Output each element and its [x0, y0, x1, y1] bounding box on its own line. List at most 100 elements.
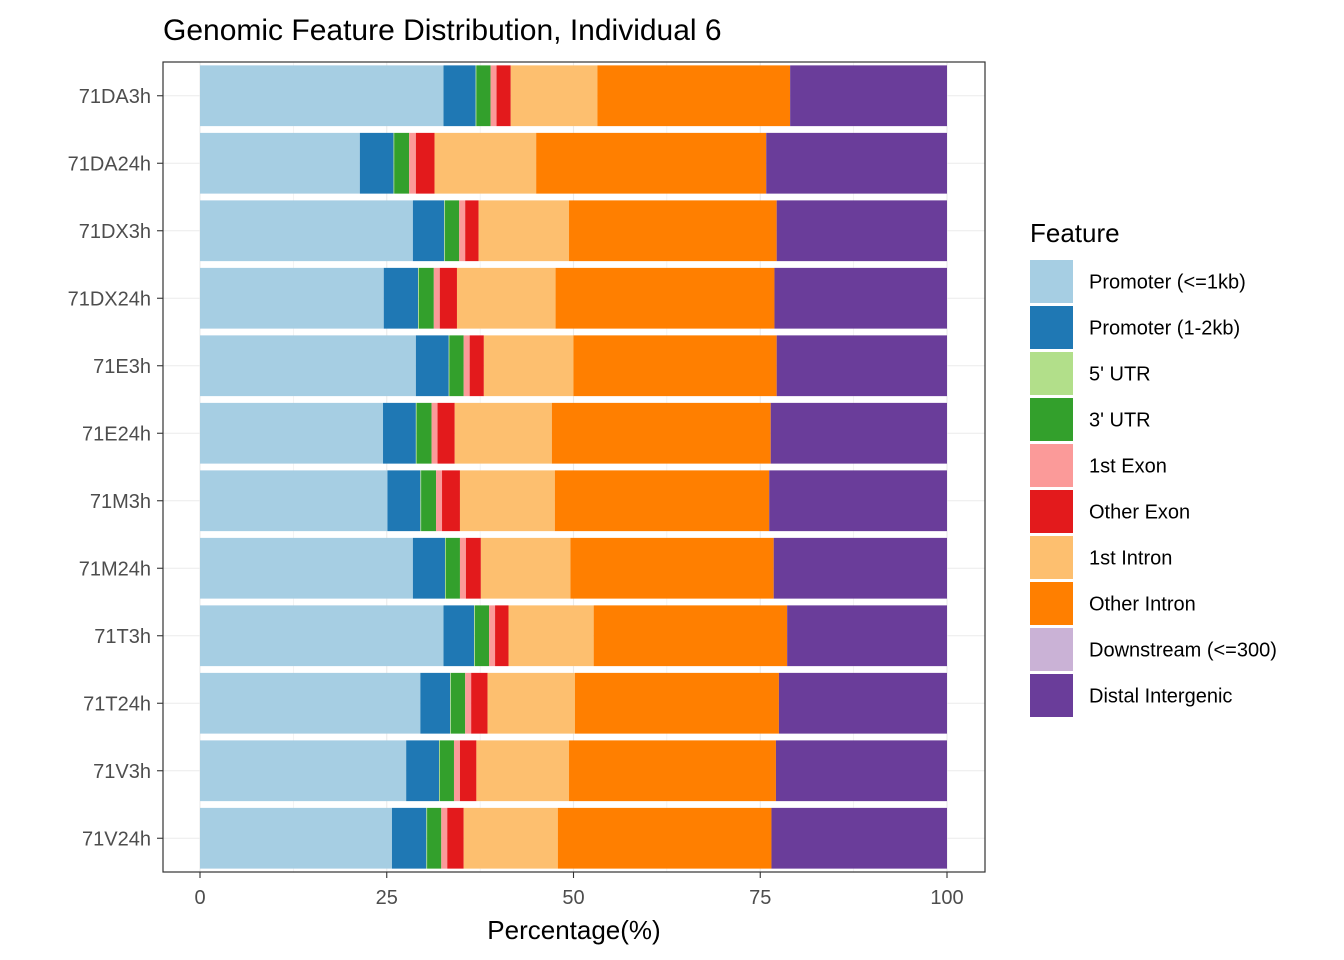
- legend-label: Distal Intergenic: [1089, 686, 1232, 708]
- legend-key: [1030, 628, 1073, 671]
- bar-segment: [778, 672, 947, 734]
- bar-segment: [416, 402, 432, 464]
- bar-segment: [776, 200, 947, 262]
- bar-segment: [459, 537, 466, 599]
- bar-segment: [573, 335, 777, 397]
- y-tick-label: 71E3h: [93, 356, 151, 378]
- y-tick-label: 71V24h: [82, 828, 151, 850]
- bar-segment: [453, 740, 460, 802]
- legend-label: 5' UTR: [1089, 364, 1151, 386]
- bar-segment: [459, 740, 477, 802]
- bar-segment: [437, 402, 455, 464]
- bar-segment: [459, 200, 466, 262]
- bar-segment: [412, 537, 446, 599]
- bar-segment: [439, 740, 454, 802]
- bar-segment: [441, 807, 448, 869]
- bar-segment: [406, 740, 440, 802]
- bar-segment: [445, 537, 446, 599]
- bar-segment: [383, 402, 416, 464]
- bar-segment: [420, 470, 422, 532]
- legend-key: [1030, 260, 1073, 303]
- bar-segment: [359, 132, 394, 194]
- bar-segment: [476, 740, 570, 802]
- bar-segment: [433, 267, 440, 329]
- bar-segment: [570, 537, 774, 599]
- x-tick-label: 25: [376, 887, 398, 909]
- legend: Feature Promoter (<=1kb) Promoter (1-2kb)…: [1030, 218, 1277, 717]
- legend-label: Other Intron: [1089, 594, 1196, 616]
- bar-segment: [200, 65, 444, 127]
- bar-segment: [456, 267, 556, 329]
- bar-segment: [426, 807, 428, 869]
- bar-segment: [431, 402, 438, 464]
- bar-segment: [200, 402, 384, 464]
- bar-segment: [483, 335, 574, 397]
- bar-segment: [770, 402, 947, 464]
- legend-label: Other Exon: [1089, 502, 1190, 524]
- bar-segment: [495, 605, 509, 667]
- bar-segment: [569, 200, 777, 262]
- bar-segment: [415, 335, 449, 397]
- bar-segment: [569, 740, 776, 802]
- legend-label: Downstream (<=300): [1089, 640, 1277, 662]
- bar-segment: [476, 65, 491, 127]
- bar-segment: [775, 740, 947, 802]
- bar-segment: [536, 132, 767, 194]
- bar-segment: [200, 470, 388, 532]
- x-tick-label: 0: [194, 887, 205, 909]
- bar-segment: [496, 65, 511, 127]
- bar-segment: [463, 335, 470, 397]
- x-tick-label: 75: [749, 887, 771, 909]
- bar-segment: [200, 807, 392, 869]
- bar-segment: [459, 470, 555, 532]
- bar-segment: [475, 65, 477, 127]
- bar-segment: [445, 537, 460, 599]
- legend-label: Promoter (1-2kb): [1089, 318, 1240, 340]
- bar-segment: [593, 605, 788, 667]
- plot-area: 71DA3h 71DA24h 71DX3h 71DX24h 71E3h 71E24h 71M…: [68, 61, 986, 909]
- chart-title: Genomic Feature Distribution, Individual…: [163, 14, 722, 47]
- bar-segment: [465, 672, 472, 734]
- legend-key: [1030, 490, 1073, 533]
- bar-segment: [510, 65, 598, 127]
- bar-segment: [465, 200, 479, 262]
- bar-segment: [200, 267, 384, 329]
- bar-segment: [409, 132, 416, 194]
- bar-segment: [442, 470, 460, 532]
- bar-segment: [769, 470, 947, 532]
- bar-segment: [450, 672, 451, 734]
- bar-segment: [383, 267, 419, 329]
- bar-segment: [773, 537, 947, 599]
- bar-segment: [449, 335, 464, 397]
- legend-key: [1030, 444, 1073, 487]
- bar-segment: [489, 605, 496, 667]
- bar-segment: [465, 537, 481, 599]
- y-tick-label: 71DX3h: [79, 221, 151, 243]
- x-tick-label: 50: [562, 887, 584, 909]
- bar-segment: [420, 672, 451, 734]
- y-tick-label: 71T24h: [83, 693, 151, 715]
- bar-segment: [200, 132, 360, 194]
- y-tick-label: 71DA3h: [79, 86, 151, 108]
- bar-segment: [436, 470, 443, 532]
- bar-segment: [469, 335, 484, 397]
- bar-segment: [444, 200, 446, 262]
- bar-segment: [415, 402, 417, 464]
- bar-segment: [412, 200, 445, 262]
- bar-segment: [439, 740, 440, 802]
- bar-segment: [487, 672, 575, 734]
- bar-segment: [776, 335, 947, 397]
- legend-key: [1030, 306, 1073, 349]
- y-tick-label: 71V3h: [93, 761, 151, 783]
- bar-segment: [421, 470, 437, 532]
- bar-segment: [200, 605, 444, 667]
- y-tick-label: 71E24h: [82, 423, 151, 445]
- bar-segment: [554, 470, 770, 532]
- bar-segment: [387, 470, 421, 532]
- x-axis-title: Percentage(%): [487, 915, 660, 945]
- bar-segment: [427, 807, 442, 869]
- y-tick-label: 71DX24h: [68, 288, 151, 310]
- legend-title: Feature: [1030, 218, 1120, 248]
- bar-segment: [393, 132, 395, 194]
